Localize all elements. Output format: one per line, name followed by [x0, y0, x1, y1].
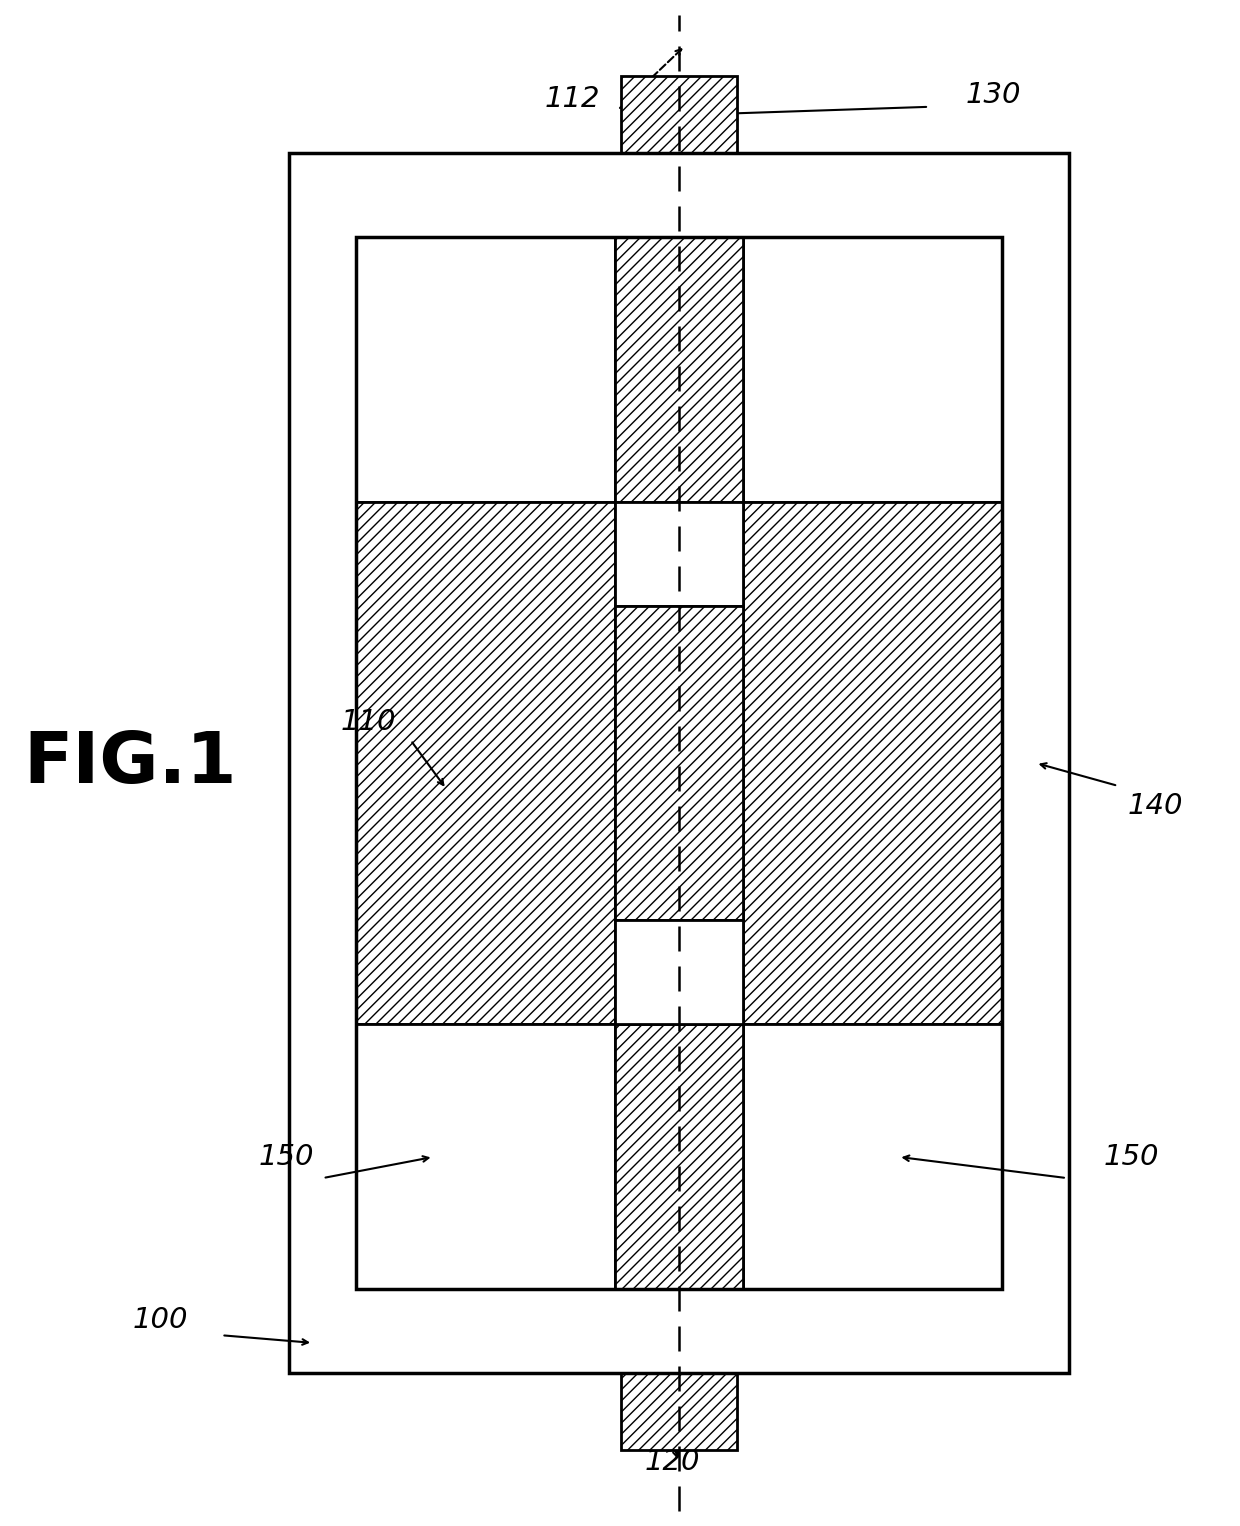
Text: 120: 120 [645, 1448, 701, 1476]
Bar [356, 502, 615, 1024]
Bar [289, 153, 356, 1373]
Bar [743, 237, 1002, 502]
Text: 130: 130 [966, 81, 1021, 108]
Bar [743, 1024, 1002, 1289]
Bar [356, 237, 1002, 1289]
Bar [289, 153, 1069, 237]
Text: 112: 112 [546, 85, 600, 113]
Bar [621, 1373, 737, 1450]
Bar [615, 606, 743, 920]
Text: 100: 100 [133, 1306, 188, 1334]
Text: 140: 140 [1128, 792, 1183, 819]
Text: FIG.1: FIG.1 [24, 728, 237, 798]
Bar [615, 920, 743, 1024]
Bar [743, 502, 1002, 1024]
Bar [615, 502, 743, 606]
Bar [1002, 153, 1069, 1373]
Bar [356, 1024, 615, 1289]
Bar [289, 153, 1069, 1373]
Text: 150: 150 [1104, 1143, 1159, 1170]
Text: 110: 110 [340, 708, 396, 736]
Bar [615, 237, 743, 502]
Text: 150: 150 [258, 1143, 314, 1170]
Bar [621, 76, 737, 153]
Bar [289, 1289, 1069, 1373]
Bar [615, 1024, 743, 1289]
Bar [356, 237, 615, 502]
